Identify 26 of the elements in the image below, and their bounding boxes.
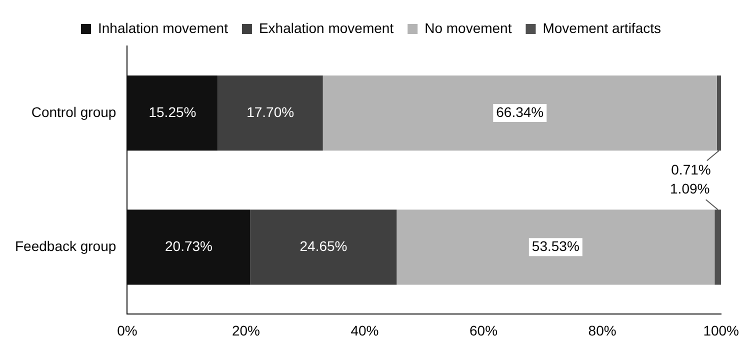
legend-label: Exhalation movement (258, 20, 394, 36)
data-label: 1.09% (670, 180, 710, 196)
bar (127, 76, 218, 151)
x-tick-label: 20% (232, 322, 260, 338)
data-label: 53.53% (532, 238, 580, 254)
data-label: 20.73% (164, 238, 212, 254)
bar (250, 210, 397, 285)
x-tick-label: 0% (117, 322, 138, 338)
y-tick-label: Feedback group (14, 238, 116, 254)
bar (127, 210, 250, 285)
data-label: 66.34% (496, 104, 544, 120)
data-label: 0.71% (671, 161, 711, 178)
bar (396, 210, 715, 285)
data-label: 17.70% (246, 104, 294, 120)
legend-label: Movement artifacts (542, 20, 662, 36)
x-tick-label: 40% (350, 322, 379, 338)
data-label: 15.25% (148, 104, 196, 120)
data-label: 24.65% (300, 238, 348, 254)
bar (322, 76, 717, 151)
x-tick-label: 80% (588, 322, 616, 338)
bar (218, 76, 323, 151)
x-tick-label: 60% (470, 322, 498, 338)
legend-label: No movement (424, 20, 512, 36)
x-tick-label: 100% (703, 322, 740, 338)
y-tick-label: Control group (31, 104, 116, 120)
legend-label: Inhalation movement (98, 20, 228, 36)
